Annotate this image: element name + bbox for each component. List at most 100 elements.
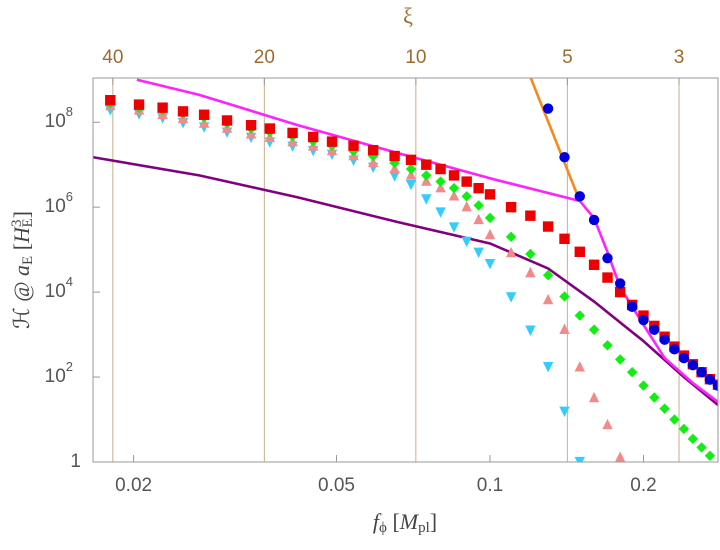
point xyxy=(435,163,446,175)
y-tick-base: 10 xyxy=(45,366,66,387)
point xyxy=(614,286,626,298)
point xyxy=(704,374,716,385)
point xyxy=(326,136,338,147)
point xyxy=(574,361,585,372)
point xyxy=(525,266,536,278)
point xyxy=(421,170,432,181)
point xyxy=(626,367,638,378)
point xyxy=(588,324,600,335)
point xyxy=(484,228,496,240)
point xyxy=(574,456,585,462)
point xyxy=(696,442,707,453)
y-tick-label: 102 xyxy=(45,359,73,387)
point xyxy=(659,334,670,345)
y-tick-label: 104 xyxy=(45,275,73,303)
point xyxy=(421,194,432,205)
point xyxy=(367,144,379,156)
point xyxy=(659,403,670,414)
point xyxy=(649,392,660,403)
point xyxy=(177,106,189,117)
point xyxy=(614,278,626,289)
point xyxy=(704,450,716,461)
point xyxy=(405,163,417,175)
point xyxy=(559,152,570,163)
point xyxy=(435,181,446,193)
point xyxy=(542,270,554,281)
point xyxy=(559,406,570,418)
subscript: pl xyxy=(418,520,430,536)
subscript: E xyxy=(20,218,36,227)
y-tick-exponent: 2 xyxy=(66,359,73,374)
superscript: 3 xyxy=(9,220,25,228)
top-tick-label: 5 xyxy=(562,47,573,68)
label-part: ] xyxy=(430,509,437,534)
point xyxy=(505,231,517,243)
point xyxy=(484,258,496,270)
frame xyxy=(92,77,719,463)
point xyxy=(505,292,517,303)
point xyxy=(389,171,400,182)
point xyxy=(133,99,145,110)
point xyxy=(105,95,116,106)
point xyxy=(678,352,690,364)
top-tick-label: 20 xyxy=(254,47,275,68)
point xyxy=(484,212,496,224)
point xyxy=(461,191,472,202)
point xyxy=(687,360,699,371)
point xyxy=(678,423,690,435)
top-tick-label: 10 xyxy=(405,47,426,68)
point xyxy=(448,222,460,233)
point xyxy=(473,213,484,225)
top-axis-label: ξ xyxy=(403,3,413,28)
point xyxy=(245,120,257,131)
x-tick-label: 0.2 xyxy=(630,475,656,496)
point xyxy=(602,418,613,430)
x-axis-label: fϕ [Mpl] xyxy=(373,509,437,536)
label-part: ] xyxy=(9,211,34,218)
point xyxy=(473,182,484,194)
point xyxy=(198,109,210,120)
point xyxy=(574,310,585,321)
point xyxy=(614,354,626,365)
point xyxy=(435,207,446,218)
point xyxy=(638,314,649,326)
point xyxy=(525,325,536,336)
plot-area xyxy=(93,78,718,462)
point xyxy=(712,380,718,391)
point xyxy=(421,159,432,170)
subscript: ϕ xyxy=(379,520,387,536)
point xyxy=(461,200,472,212)
point xyxy=(542,221,554,232)
point xyxy=(405,154,417,166)
point xyxy=(602,252,613,264)
point xyxy=(505,201,517,213)
label-part: f xyxy=(373,509,382,534)
point xyxy=(405,179,417,191)
axes xyxy=(92,77,719,463)
curve xyxy=(529,78,581,202)
point xyxy=(525,248,536,260)
point xyxy=(542,103,554,114)
y-tick-label: 108 xyxy=(45,105,73,133)
point xyxy=(505,246,517,258)
point xyxy=(525,210,536,221)
grid xyxy=(112,78,680,462)
point xyxy=(602,340,613,351)
point xyxy=(588,214,600,226)
point xyxy=(348,140,359,151)
x-tick-label: 0.05 xyxy=(318,475,355,496)
point xyxy=(669,344,680,355)
point xyxy=(542,362,554,373)
point xyxy=(367,156,379,168)
point xyxy=(448,190,460,201)
point xyxy=(602,272,613,283)
point xyxy=(484,189,496,200)
label-part: M xyxy=(399,509,420,534)
label-part: [ xyxy=(9,243,34,256)
point xyxy=(649,324,660,335)
point xyxy=(405,169,417,180)
point xyxy=(461,176,472,187)
y-tick-label: 106 xyxy=(45,190,73,218)
point xyxy=(669,414,680,425)
